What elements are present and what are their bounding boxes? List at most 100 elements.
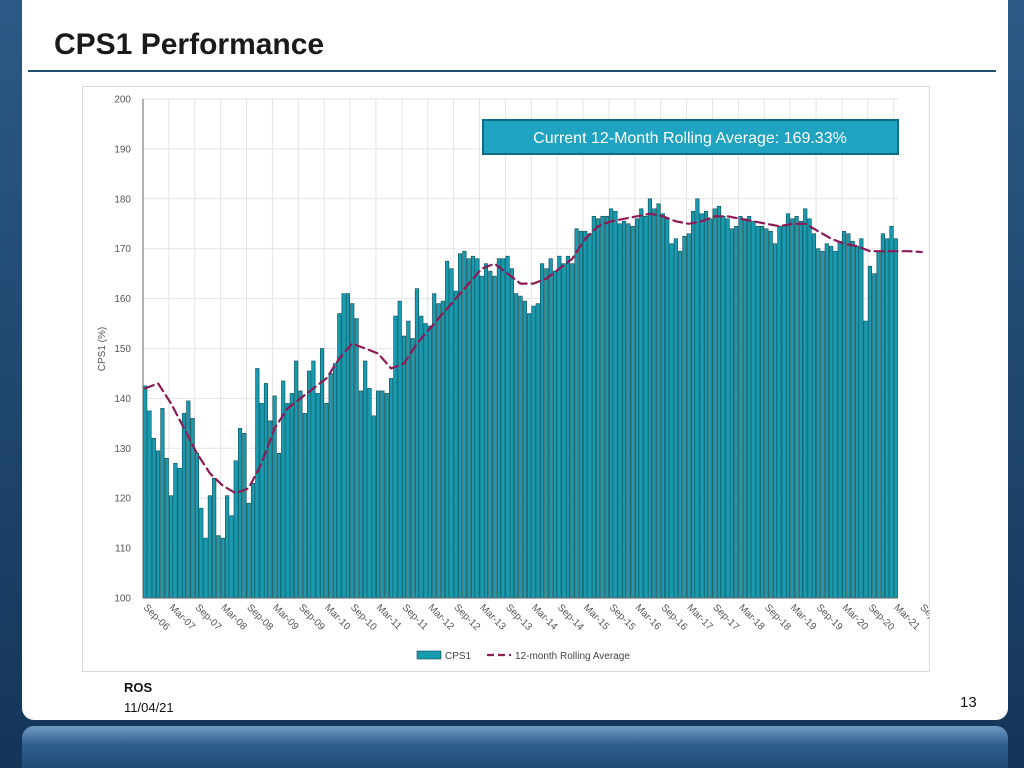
cps1-bar	[250, 482, 256, 599]
cps1-bar	[393, 315, 398, 599]
cps1-bar	[350, 303, 355, 599]
cps1-bar	[294, 360, 299, 599]
cps1-bar	[652, 208, 657, 599]
x-tick-label: Sep-06	[141, 602, 172, 633]
cps1-bar	[440, 300, 445, 599]
cps1-bar	[466, 258, 471, 599]
y-tick-label: 120	[114, 494, 131, 505]
cps1-bar	[147, 410, 152, 599]
y-tick-label: 160	[114, 294, 131, 305]
cps1-bar	[324, 403, 329, 599]
x-tick-label: Mar-10	[322, 602, 352, 632]
x-tick-label: Sep-20	[866, 602, 897, 633]
cps1-bar	[242, 433, 247, 599]
y-tick-label: 150	[114, 344, 131, 355]
cps1-bar	[156, 450, 161, 599]
cps1-bar	[186, 400, 191, 599]
x-tick-label: Sep-15	[607, 602, 638, 633]
cps1-bar	[803, 208, 808, 599]
cps1-bar	[233, 460, 238, 599]
cps1-bar	[470, 255, 476, 599]
cps1-bar	[535, 303, 540, 599]
cps1-bar	[311, 360, 316, 599]
cps1-bar	[263, 383, 269, 599]
cps1-bar	[794, 215, 799, 599]
callout-text: Current 12-Month Rolling Average: 169.33…	[533, 130, 847, 147]
cps1-chart: 100110120130140150160170180190200Sep-06M…	[97, 95, 929, 663]
callout-box: Current 12-Month Rolling Average: 169.33…	[482, 119, 899, 155]
cps1-bar	[462, 250, 467, 599]
cps1-bar	[712, 208, 717, 599]
legend-swatch-cps1	[416, 650, 442, 660]
cps1-bar	[181, 413, 187, 599]
cps1-bar	[160, 408, 165, 599]
cps1-bar	[552, 270, 558, 599]
y-tick-label: 140	[114, 394, 131, 405]
cps1-bar	[518, 295, 523, 599]
cps1-bar	[669, 243, 674, 599]
cps1-bar	[557, 255, 562, 599]
cps1-bar	[617, 223, 622, 599]
x-tick-label: Sep-08	[244, 602, 275, 633]
x-tick-label: Mar-07	[167, 602, 197, 632]
x-tick-label: Mar-19	[788, 602, 818, 632]
x-tick-label: Sep-16	[659, 602, 690, 633]
cps1-bar	[453, 290, 458, 599]
cps1-bar	[509, 268, 514, 599]
cps1-bar	[419, 315, 424, 599]
x-tick-label: Mar-12	[426, 602, 456, 632]
cps1-bar	[449, 268, 454, 599]
cps1-bar	[660, 213, 665, 599]
cps1-bar	[686, 233, 691, 599]
cps1-bar	[367, 388, 372, 599]
cps1-bar	[643, 215, 648, 599]
cps1-bar	[216, 535, 221, 599]
cps1-bar	[863, 320, 868, 599]
cps1-bar	[531, 305, 536, 599]
cps1-bar	[747, 215, 752, 599]
cps1-bar	[427, 325, 432, 599]
cps1-bar	[475, 258, 480, 599]
cps1-bar	[876, 250, 881, 599]
cps1-bar	[824, 243, 829, 599]
cps1-bar	[358, 390, 363, 599]
x-tick-label: Sep-11	[400, 602, 430, 632]
x-tick-label: Sep-19	[814, 602, 845, 633]
cps1-bar	[401, 335, 407, 599]
cps1-bar	[859, 238, 864, 599]
cps1-bar	[691, 210, 696, 599]
cps1-bar	[522, 300, 527, 599]
cps1-bar	[673, 238, 678, 599]
y-axis-label: CPS1 (%)	[97, 327, 108, 371]
cps1-bar	[363, 360, 368, 599]
cps1-bar	[540, 263, 545, 599]
cps1-bar	[833, 250, 838, 599]
cps1-bar	[755, 225, 760, 599]
cps1-bar	[302, 413, 307, 599]
cps1-bar	[332, 363, 338, 599]
cps1-bar	[548, 258, 553, 599]
cps1-bar	[164, 457, 169, 599]
cps1-bar	[842, 230, 847, 599]
cps1-bar	[816, 248, 821, 599]
cps1-bar	[764, 228, 769, 599]
cps1-bar	[807, 218, 812, 599]
cps1-bar	[889, 225, 894, 599]
x-tick-label: Mar-21	[892, 602, 922, 632]
cps1-bar	[177, 467, 182, 599]
cps1-bar	[199, 507, 204, 599]
cps1-bar	[678, 250, 683, 599]
cps1-bar	[768, 230, 773, 599]
cps1-bar	[259, 403, 264, 599]
cps1-bar	[194, 452, 199, 599]
cps1-bar	[345, 293, 350, 599]
cps1-bar	[354, 318, 359, 599]
cps1-bar	[721, 215, 726, 599]
slide-canvas: CPS1 Performance 100 110 120 130 140 150 160 17…	[22, 0, 1008, 720]
cps1-bar	[255, 368, 260, 599]
cps1-bar	[798, 220, 803, 599]
x-tick-label: Mar-18	[736, 602, 766, 632]
cps1-bar	[307, 370, 312, 599]
cps1-bar	[423, 323, 428, 599]
y-tick-label: 100	[114, 594, 131, 605]
